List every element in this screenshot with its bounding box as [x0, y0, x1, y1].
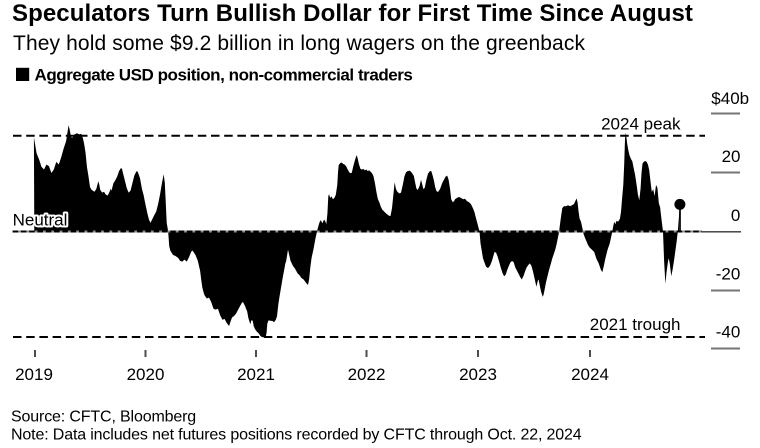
- svg-text:2024 peak: 2024 peak: [601, 114, 681, 133]
- svg-text:$40b: $40b: [711, 89, 749, 108]
- svg-text:-40: -40: [716, 323, 741, 342]
- svg-text:2019: 2019: [15, 365, 53, 384]
- svg-text:2024: 2024: [571, 365, 609, 384]
- svg-text:2020: 2020: [127, 365, 165, 384]
- svg-text:Aggregate USD position, non-co: Aggregate USD position, non-commercial t…: [35, 66, 413, 85]
- svg-text:20: 20: [722, 147, 741, 166]
- svg-text:2022: 2022: [348, 365, 386, 384]
- svg-text:They hold some $9.2 billion in: They hold some $9.2 billion in long wage…: [13, 32, 585, 55]
- svg-text:2021: 2021: [237, 365, 275, 384]
- svg-text:Source: CFTC, Bloomberg: Source: CFTC, Bloomberg: [11, 409, 196, 426]
- svg-text:2021 trough: 2021 trough: [590, 315, 681, 334]
- svg-text:Neutral: Neutral: [13, 211, 68, 230]
- svg-text:Speculators Turn Bullish Dolla: Speculators Turn Bullish Dollar for Firs…: [12, 0, 693, 27]
- svg-text:2023: 2023: [459, 365, 497, 384]
- svg-text:-20: -20: [716, 264, 741, 283]
- svg-text:0: 0: [731, 206, 740, 225]
- svg-text:Note: Data includes net future: Note: Data includes net futures position…: [11, 427, 582, 444]
